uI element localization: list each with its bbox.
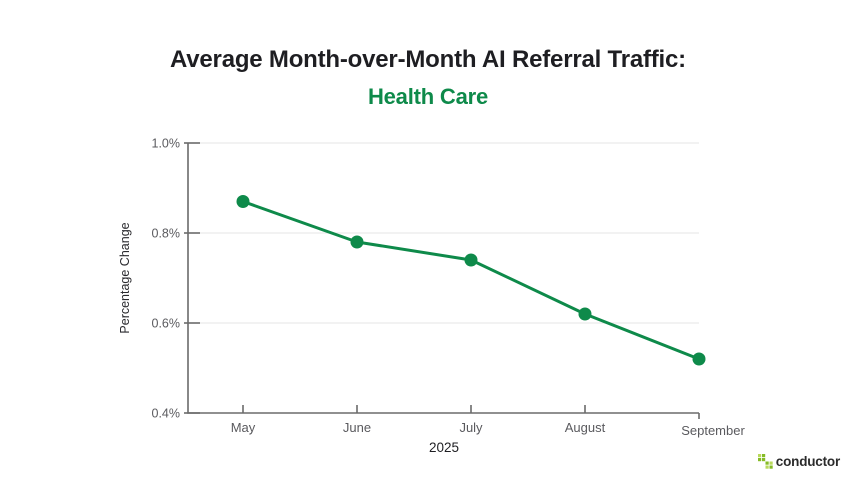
conductor-logo: conductor — [757, 454, 840, 469]
x-axis-title: 2025 — [428, 440, 460, 455]
x-tick-label: June — [343, 420, 371, 435]
conductor-logo-icon — [757, 454, 773, 469]
y-tick-label: 0.8% — [152, 227, 181, 241]
data-point — [578, 307, 592, 321]
x-tick-label: September — [681, 423, 745, 438]
x-tick-label: May — [231, 420, 256, 435]
y-tick-label: 1.0% — [152, 137, 181, 151]
conductor-logo-text: conductor — [775, 454, 840, 469]
chart-title: Average Month-over-Month AI Referral Tra… — [170, 46, 686, 73]
y-tick-label: 0.4% — [152, 407, 181, 421]
data-point — [350, 235, 364, 249]
chart-subtitle: Health Care — [367, 84, 489, 109]
chart-title-block: Average Month-over-Month AI Referral Tra… — [0, 46, 856, 110]
x-tick-label: July — [459, 420, 483, 435]
x-tick-label: August — [565, 420, 606, 435]
y-tick-label: 0.6% — [152, 317, 181, 331]
data-point — [464, 253, 478, 267]
data-line — [241, 200, 701, 361]
data-point — [692, 352, 706, 366]
data-point — [236, 195, 250, 208]
